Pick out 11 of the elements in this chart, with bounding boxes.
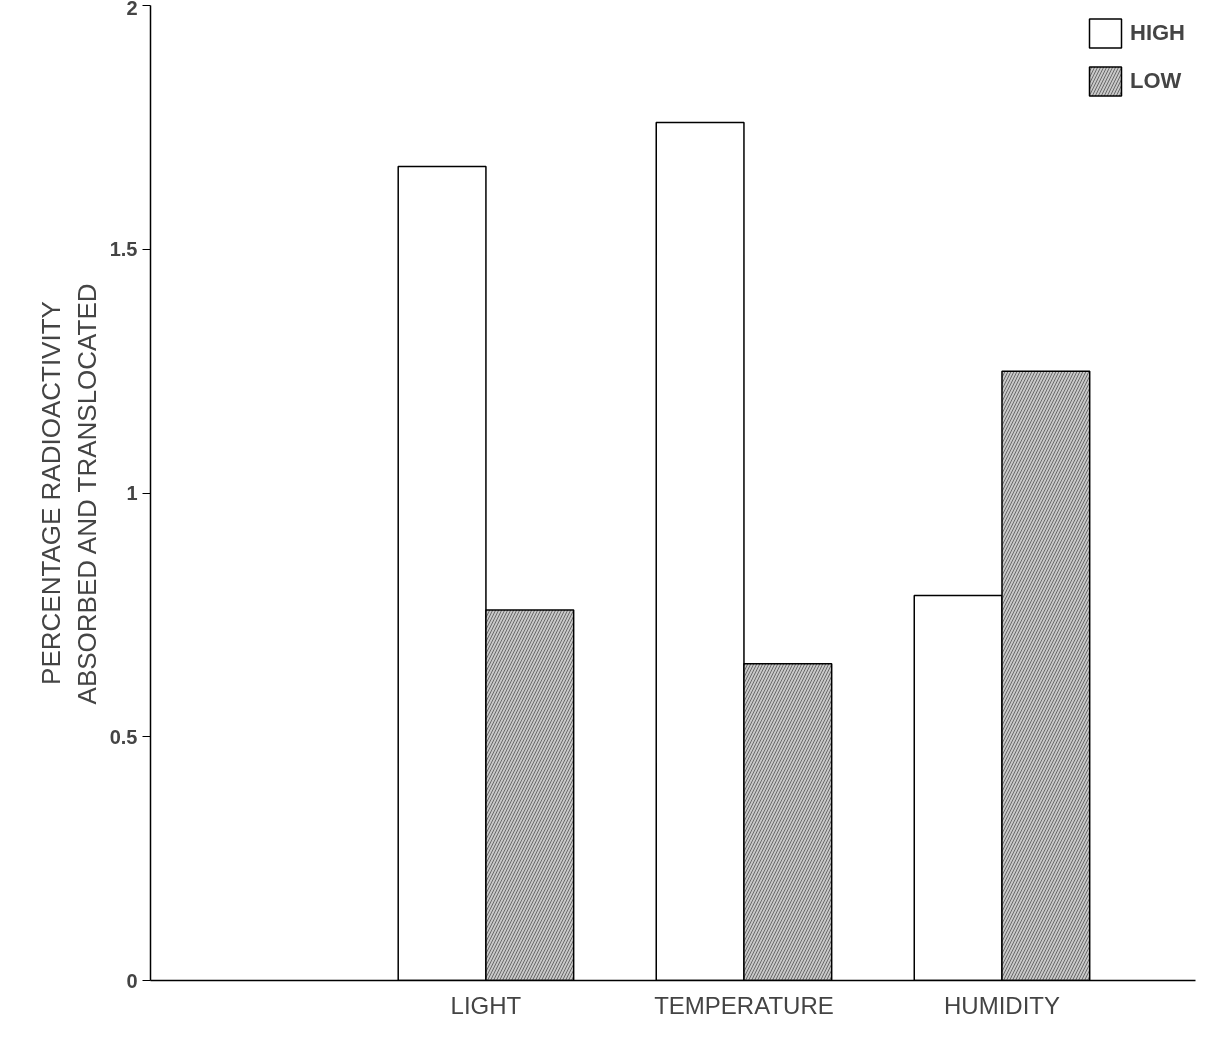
y-tick-label: 1 bbox=[126, 482, 138, 504]
x-tick-label: TEMPERATURE bbox=[654, 991, 834, 1019]
y-tick-label: 0.5 bbox=[109, 725, 138, 748]
y-tick-label: 0 bbox=[126, 969, 138, 992]
legend-label: HIGH bbox=[1130, 20, 1185, 46]
x-tick-label: HUMIDITY bbox=[943, 991, 1060, 1019]
legend-label: LOW bbox=[1130, 68, 1182, 94]
x-tick-label: LIGHT bbox=[450, 991, 522, 1019]
y-axis-title: PERCENTAGE RADIOACTIVITY ABSORBED AND TRANSLOCATED bbox=[35, 283, 102, 705]
y-tick-label: 2 bbox=[126, 0, 138, 19]
y-tick-label: 1.5 bbox=[109, 238, 138, 261]
